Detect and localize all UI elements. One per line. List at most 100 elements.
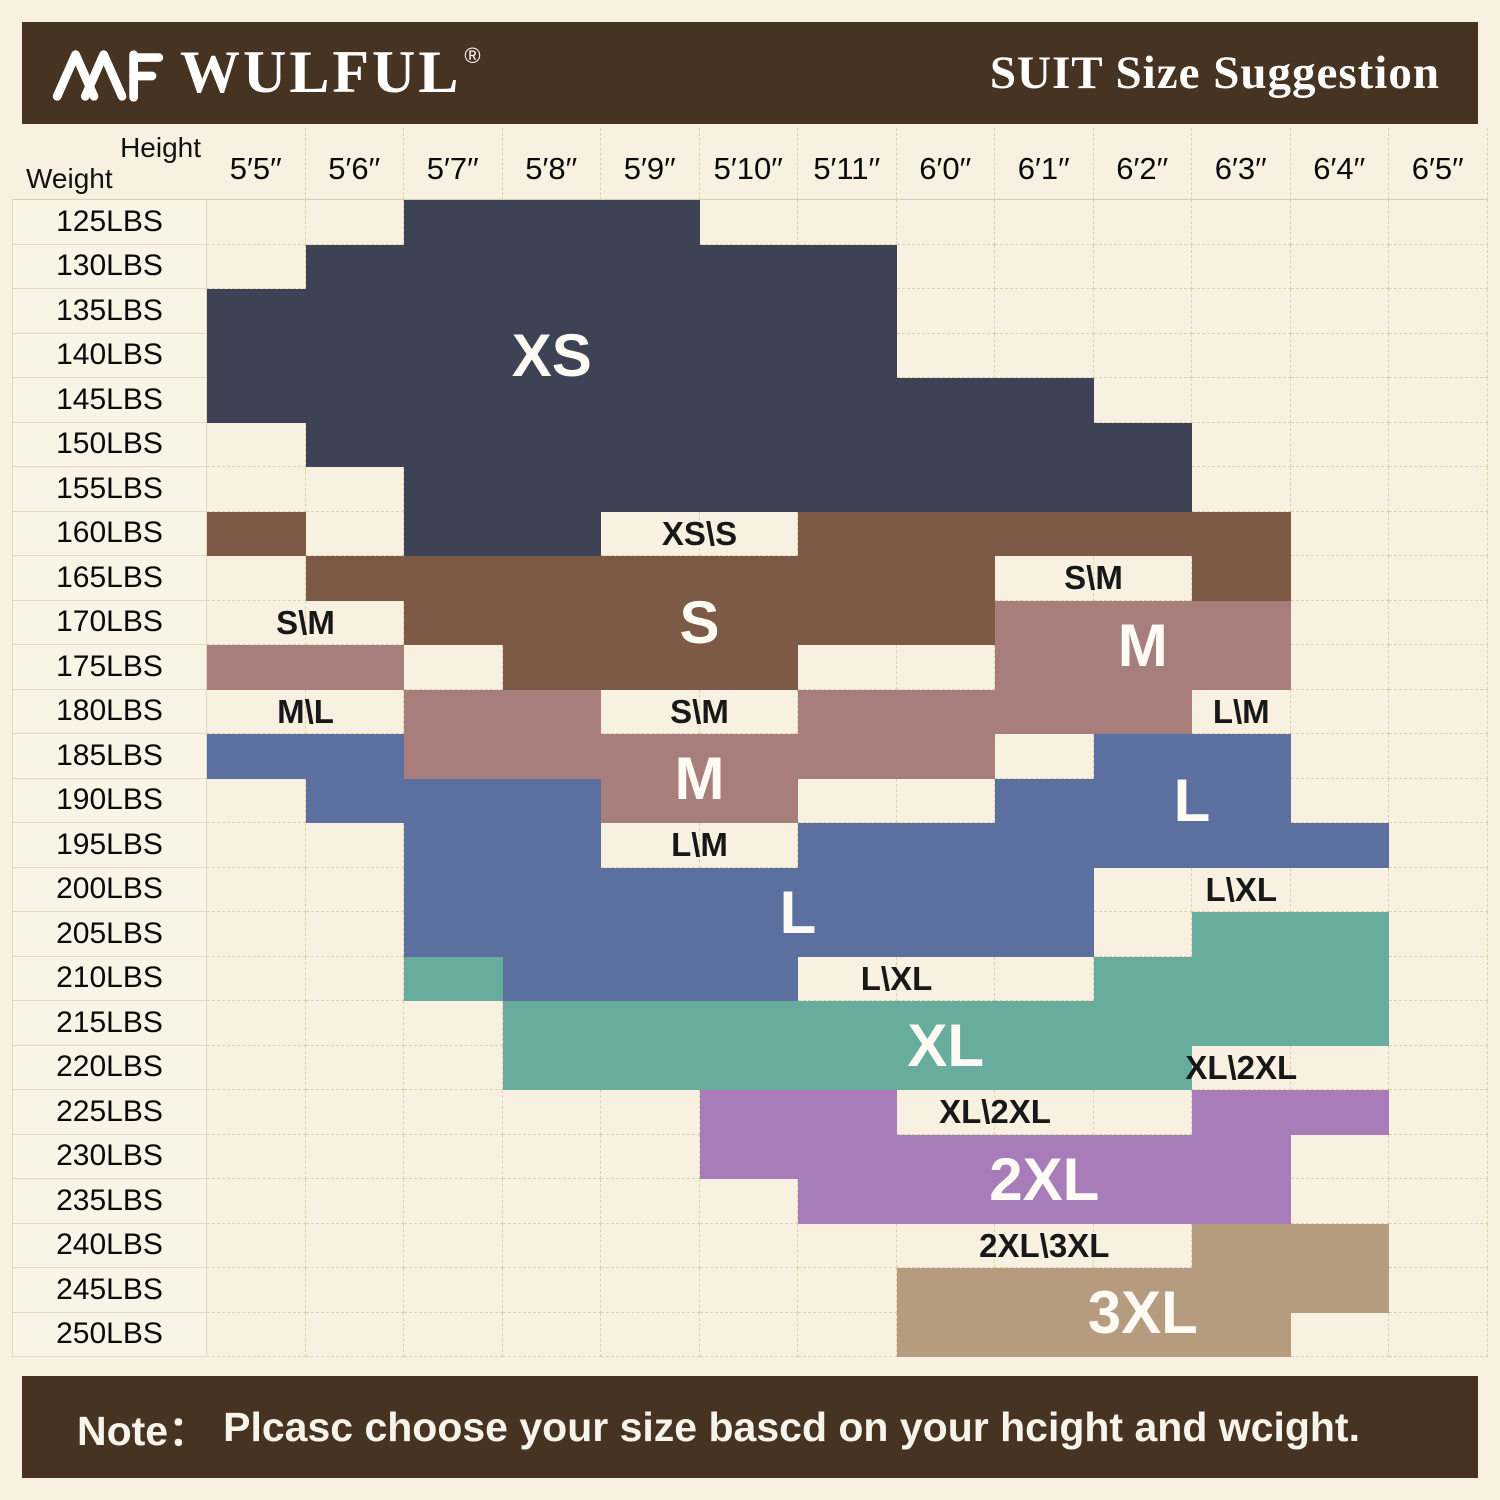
cell-3XL	[1093, 1268, 1192, 1313]
cell-XL	[1290, 956, 1389, 1001]
cell-empty	[1290, 867, 1389, 912]
cell-S	[699, 645, 798, 690]
cell-empty	[1389, 1223, 1488, 1268]
cell-empty	[207, 1001, 306, 1046]
cell-empty	[1290, 1045, 1389, 1090]
cell-empty	[798, 1268, 897, 1313]
cell-empty	[305, 1090, 404, 1135]
col-header: 5′10′′	[699, 128, 798, 200]
row-label: 250LBS	[12, 1312, 207, 1357]
cell-empty	[601, 823, 700, 868]
cell-empty	[798, 200, 897, 245]
col-header: 5′6′′	[305, 128, 404, 200]
cell-empty	[404, 1045, 503, 1090]
cell-XL	[1192, 956, 1291, 1001]
cell-XS	[896, 378, 995, 423]
cell-XL	[1290, 912, 1389, 957]
cell-empty	[798, 956, 897, 1001]
cell-XS	[601, 244, 700, 289]
cell-XS	[601, 200, 700, 245]
cell-XS	[798, 467, 897, 512]
cell-XS	[404, 333, 503, 378]
cell-empty	[207, 1268, 306, 1313]
cell-empty	[1389, 1001, 1488, 1046]
cell-XS	[502, 200, 601, 245]
cell-empty	[305, 1179, 404, 1224]
cell-XS	[305, 289, 404, 334]
cell-L	[601, 867, 700, 912]
row-label: 130LBS	[12, 244, 207, 289]
cell-2XL	[896, 1134, 995, 1179]
height-axis-label: Height	[120, 132, 201, 163]
cell-empty	[896, 1223, 995, 1268]
cell-empty	[1290, 556, 1389, 601]
cell-empty	[404, 645, 503, 690]
cell-empty	[1290, 689, 1389, 734]
cell-L	[896, 867, 995, 912]
cell-S	[1192, 511, 1291, 556]
cell-L	[699, 912, 798, 957]
row-label: 220LBS	[12, 1045, 207, 1090]
cell-empty	[601, 1223, 700, 1268]
cell-M	[1192, 645, 1291, 690]
cell-XS	[404, 467, 503, 512]
cell-S	[404, 600, 503, 645]
cell-2XL	[1093, 1179, 1192, 1224]
cell-empty	[1093, 200, 1192, 245]
cell-empty	[1093, 556, 1192, 601]
cell-empty	[1389, 422, 1488, 467]
col-header: 5′8′′	[502, 128, 601, 200]
cell-L	[601, 912, 700, 957]
cell-empty	[1389, 1268, 1488, 1313]
cell-L	[404, 778, 503, 823]
cell-empty	[1389, 1090, 1488, 1135]
cell-XL	[699, 1045, 798, 1090]
cell-L	[404, 912, 503, 957]
col-header: 5′7′′	[404, 128, 503, 200]
cell-S	[1093, 511, 1192, 556]
cell-XS	[404, 289, 503, 334]
cell-XS	[404, 511, 503, 556]
cell-empty	[1290, 378, 1389, 423]
cell-empty	[896, 1090, 995, 1135]
cell-M	[601, 734, 700, 779]
cell-empty	[699, 1312, 798, 1357]
cell-empty	[305, 956, 404, 1001]
cell-L	[995, 823, 1094, 868]
cell-L	[995, 867, 1094, 912]
cell-L	[207, 734, 306, 779]
cell-empty	[1389, 467, 1488, 512]
cell-L	[798, 867, 897, 912]
size-grid: Height Weight 5′5′′ 5′6′′ 5′7′′ 5′8′′ 5′9′′ 5…	[12, 128, 1488, 1357]
cell-empty	[798, 645, 897, 690]
cell-S	[502, 556, 601, 601]
cell-XL	[896, 1045, 995, 1090]
row-label: 185LBS	[12, 734, 207, 779]
cell-empty	[1093, 867, 1192, 912]
cell-XS	[305, 244, 404, 289]
cell-XS	[404, 378, 503, 423]
cell-empty	[1192, 289, 1291, 334]
cell-S	[601, 645, 700, 690]
cell-empty	[1290, 511, 1389, 556]
cell-empty	[1389, 1179, 1488, 1224]
cell-S	[798, 556, 897, 601]
cell-3XL	[995, 1312, 1094, 1357]
cell-S	[207, 511, 306, 556]
cell-2XL	[1192, 1090, 1291, 1135]
cell-empty	[995, 244, 1094, 289]
cell-XS	[601, 467, 700, 512]
cell-2XL	[1093, 1134, 1192, 1179]
cell-empty	[305, 689, 404, 734]
cell-empty	[305, 1001, 404, 1046]
cell-empty	[207, 1045, 306, 1090]
cell-empty	[1093, 333, 1192, 378]
cell-XS	[404, 244, 503, 289]
cell-XS	[404, 200, 503, 245]
row-label: 215LBS	[12, 1001, 207, 1046]
cell-empty	[1389, 778, 1488, 823]
cell-empty	[1290, 467, 1389, 512]
col-header: 5′9′′	[601, 128, 700, 200]
cell-XS	[502, 244, 601, 289]
cell-empty	[305, 200, 404, 245]
